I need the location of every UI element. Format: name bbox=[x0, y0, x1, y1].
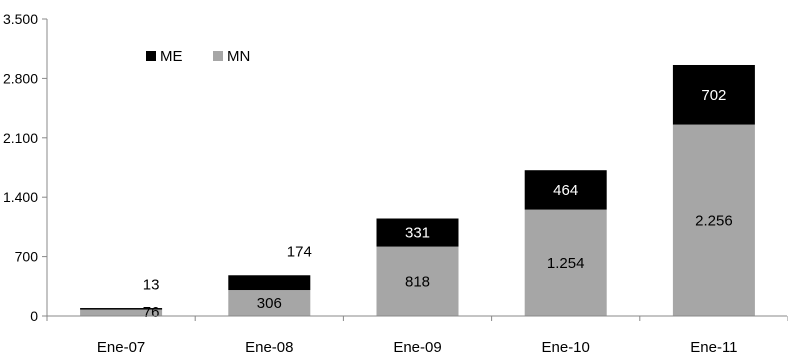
y-tick-label: 3.500 bbox=[3, 11, 38, 27]
bar-mn-ene-09 bbox=[376, 246, 459, 316]
data-label-me: 702 bbox=[701, 87, 726, 104]
bar-mn-ene-08 bbox=[228, 290, 311, 316]
data-label-mn: 76 bbox=[143, 304, 160, 321]
bar-me-ene-10 bbox=[524, 170, 607, 210]
y-tick-label: 2.100 bbox=[3, 130, 38, 146]
data-label-me: 464 bbox=[553, 182, 578, 199]
x-axis-categories: Ene-07 Ene-08 Ene-09 Ene-10 Ene-11 bbox=[46, 316, 788, 356]
x-category-label: Ene-09 bbox=[393, 339, 441, 356]
bar-mn-ene-10 bbox=[524, 209, 607, 316]
x-category-label: Ene-11 bbox=[690, 339, 737, 356]
y-axis-ticks: 0 700 1.400 2.100 2.800 3.500 bbox=[3, 11, 47, 324]
data-label-me: 174 bbox=[287, 243, 312, 260]
bar-mn-ene-07 bbox=[80, 309, 163, 316]
x-category-label: Ene-08 bbox=[245, 339, 293, 356]
y-tick-label: 700 bbox=[15, 249, 39, 265]
bar-mn-ene-11 bbox=[672, 124, 755, 316]
x-category-label: Ene-10 bbox=[542, 339, 590, 356]
y-tick-label: 0 bbox=[30, 308, 38, 324]
legend-swatch-mn bbox=[213, 51, 223, 61]
bar-me-ene-09 bbox=[376, 218, 459, 247]
legend-label-mn: MN bbox=[227, 48, 250, 65]
y-tick-label: 1.400 bbox=[3, 189, 38, 205]
bar-me-ene-07 bbox=[80, 308, 163, 310]
data-labels-layer: 76 13 306 174 818 331 1.254 464 2.256 702 bbox=[143, 87, 733, 321]
data-label-mn: 1.254 bbox=[547, 255, 585, 272]
data-label-mn: 2.256 bbox=[695, 212, 733, 229]
bar-me-ene-08 bbox=[228, 275, 311, 291]
legend-label-me: ME bbox=[160, 48, 183, 65]
bar-me-ene-11 bbox=[672, 64, 755, 125]
x-category-label: Ene-07 bbox=[97, 339, 145, 356]
data-label-mn: 818 bbox=[405, 273, 430, 290]
data-label-me: 13 bbox=[143, 276, 160, 293]
legend: ME MN bbox=[146, 48, 250, 65]
data-label-mn: 306 bbox=[257, 295, 282, 312]
y-tick-label: 2.800 bbox=[3, 70, 38, 86]
legend-swatch-me bbox=[146, 51, 156, 61]
bars-layer bbox=[80, 64, 755, 316]
data-label-me: 331 bbox=[405, 225, 430, 242]
